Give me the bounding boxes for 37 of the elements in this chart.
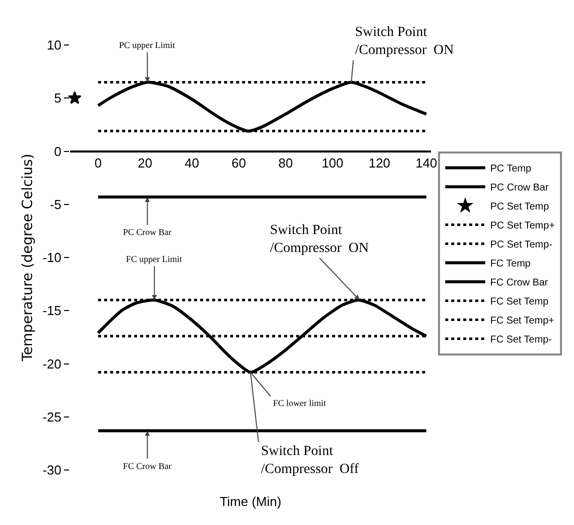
x-tick-label: 80 [278,156,293,171]
y-tick-label: 5 [54,90,62,106]
y-tick-label: -25 [42,409,62,424]
legend-label: PC Set Temp+ [490,220,555,232]
y-tick-label: 10 [46,38,62,53]
x-tick-label: 120 [368,156,390,171]
x-tick-label: 20 [138,156,152,171]
legend-label: PC Set Temp [490,202,550,213]
y-tick-label: 0 [54,144,62,159]
x-tick-label: 60 [232,156,246,171]
y-tick-label: -30 [42,462,62,478]
y-tick-label: -15 [42,303,62,318]
annotation: FC Crow Bar [123,461,172,471]
y-axis-title: Temperature (degree Celcius) [20,154,36,362]
annotation: PC Crow Bar [123,227,172,237]
legend-label: FC Crow Bar [490,278,549,289]
y-tick-label: -10 [42,250,62,266]
x-tick-label: 140 [415,156,438,171]
annotation: Switch Point /Compressor Off [261,444,360,478]
legend-label: FC Set Temp [490,296,549,308]
annotation: Switch Point /Compressor ON [355,25,454,58]
legend-label: FC Temp [490,258,532,270]
y-tick-label: -5 [50,196,62,212]
legend-label: PC Crow Bar [490,182,550,194]
x-axis-title: Time (Min) [220,494,282,509]
legend-label: FC Set Temp+ [490,316,554,327]
y-tick-label: -20 [42,356,62,372]
x-tick-label: 40 [184,156,200,171]
annotation: FC lower limit [273,398,326,408]
annotation: FC upper Limit [126,254,182,264]
legend-label: PC Temp [490,164,532,175]
x-tick-label: 100 [322,156,344,171]
annotation: PC upper Limit [119,40,176,50]
x-tick-label: 0 [94,156,102,171]
legend-label: FC Set Temp- [490,334,552,346]
legend-label: PC Set Temp- [490,240,552,251]
annotation: Switch Point /Compressor ON [270,223,369,256]
